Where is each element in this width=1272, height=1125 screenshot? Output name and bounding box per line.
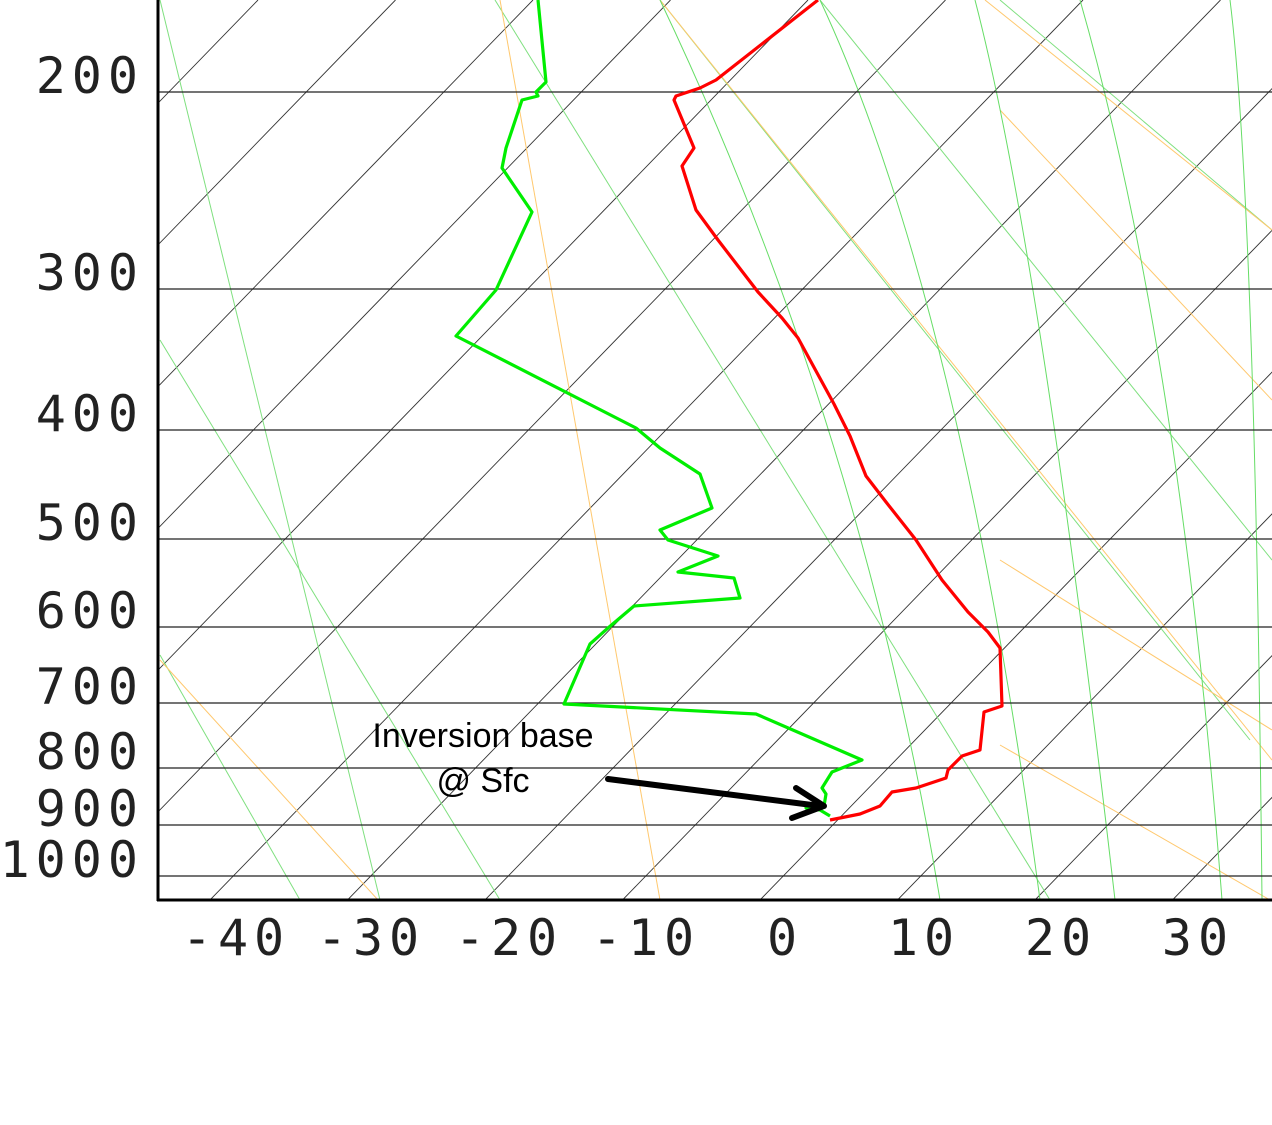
y-tick-300: 300 bbox=[36, 244, 144, 302]
dewpoint-curve bbox=[454, 0, 864, 818]
background-grid bbox=[158, 0, 1272, 900]
x-tick-neg30: -30 bbox=[317, 909, 425, 967]
y-tick-900: 900 bbox=[36, 780, 144, 838]
x-tick-neg20: -20 bbox=[455, 909, 563, 967]
y-tick-800: 800 bbox=[36, 723, 144, 781]
temperature-curve bbox=[672, 0, 1004, 822]
annotation-line-1: Inversion base bbox=[372, 717, 593, 755]
x-tick-10: 10 bbox=[888, 909, 960, 967]
y-tick-600: 600 bbox=[36, 582, 144, 640]
y-tick-700: 700 bbox=[36, 658, 144, 716]
x-tick-neg40: -40 bbox=[182, 909, 290, 967]
y-tick-400: 400 bbox=[36, 385, 144, 443]
x-tick-30: 30 bbox=[1162, 909, 1234, 967]
x-tick-0: 0 bbox=[767, 909, 803, 967]
y-tick-1000: 1000 bbox=[0, 831, 144, 889]
y-tick-200: 200 bbox=[36, 47, 144, 105]
x-tick-20: 20 bbox=[1025, 909, 1097, 967]
arrow-icon bbox=[605, 776, 827, 821]
x-tick-neg10: -10 bbox=[592, 909, 700, 967]
x-axis-labels: -40 -30 -20 -10 0 10 20 30 bbox=[182, 909, 1234, 967]
y-tick-500: 500 bbox=[36, 494, 144, 552]
inversion-annotation: Inversion base @ Sfc bbox=[372, 717, 827, 821]
isobar-lines bbox=[158, 91, 1272, 877]
y-axis-labels: 200 300 400 500 600 700 800 900 1000 bbox=[0, 47, 144, 889]
annotation-line-2: @ Sfc bbox=[436, 762, 529, 800]
